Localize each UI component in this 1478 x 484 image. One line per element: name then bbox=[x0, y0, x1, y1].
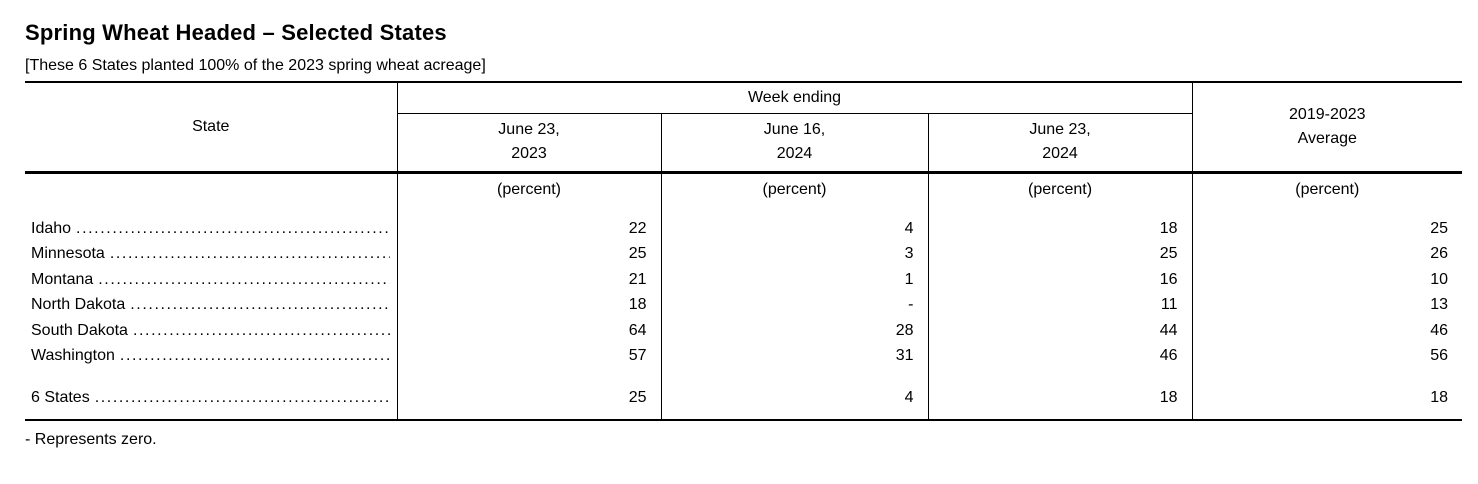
value-cell: 11 bbox=[928, 292, 1193, 318]
value-cell: 64 bbox=[397, 318, 662, 344]
value-cell: 13 bbox=[1430, 296, 1449, 314]
value-cell: 57 bbox=[397, 343, 662, 369]
table-row-idaho: Idaho 22 4 18 25 bbox=[25, 216, 1462, 242]
state-label: Idaho bbox=[31, 219, 72, 237]
total-label: 6 States bbox=[31, 388, 90, 406]
page-subtitle: [These 6 States planted 100% of the 2023… bbox=[25, 57, 486, 74]
unit-label: (percent) bbox=[928, 172, 1193, 207]
state-label: Washington bbox=[31, 347, 115, 365]
unit-row: (percent) (percent) (percent) (percent) bbox=[25, 172, 1462, 207]
dot-leader bbox=[105, 245, 390, 263]
value-cell: 26 bbox=[1430, 245, 1449, 263]
value-cell: 31 bbox=[661, 343, 929, 369]
state-label: North Dakota bbox=[31, 296, 126, 314]
value-cell: 18 bbox=[928, 216, 1193, 242]
value-cell: 56 bbox=[1430, 347, 1449, 365]
value-cell: 46 bbox=[928, 343, 1193, 369]
value-cell: 46 bbox=[1430, 321, 1449, 339]
value-cell: 28 bbox=[661, 318, 929, 344]
value-cell: 16 bbox=[928, 267, 1193, 293]
value-cell: - bbox=[661, 292, 929, 318]
table-row-montana: Montana 21 1 16 10 bbox=[25, 267, 1462, 293]
col-header-week-ending: Week ending bbox=[397, 82, 1193, 114]
value-cell: 4 bbox=[661, 385, 929, 411]
value-cell: 18 bbox=[397, 292, 662, 318]
dot-leader bbox=[125, 296, 389, 314]
spacer-row bbox=[25, 410, 1462, 420]
col-header-state: State bbox=[25, 82, 398, 174]
value-cell: 44 bbox=[928, 318, 1193, 344]
table-row-south-dakota: South Dakota 64 28 44 46 bbox=[25, 318, 1462, 344]
value-cell: 25 bbox=[397, 385, 662, 411]
state-label: Minnesota bbox=[31, 245, 105, 263]
dot-leader bbox=[90, 389, 390, 407]
dot-leader bbox=[128, 322, 390, 340]
page-title: Spring Wheat Headed – Selected States bbox=[25, 20, 447, 45]
value-cell: 25 bbox=[397, 241, 662, 267]
dot-leader bbox=[71, 220, 389, 238]
table-row-north-dakota: North Dakota 18 - 11 13 bbox=[25, 292, 1462, 318]
state-label: South Dakota bbox=[31, 321, 128, 339]
unit-label: (percent) bbox=[661, 172, 929, 207]
value-cell: 18 bbox=[928, 385, 1193, 411]
table-row-washington: Washington 57 31 46 56 bbox=[25, 343, 1462, 369]
value-cell: 21 bbox=[397, 267, 662, 293]
col-header-date-2: June 23, 2024 bbox=[928, 113, 1193, 174]
value-cell: 25 bbox=[1430, 219, 1449, 237]
value-cell: 22 bbox=[397, 216, 662, 242]
footnote: - Represents zero. bbox=[25, 431, 157, 448]
data-table: State Week ending 2019-2023 Average June… bbox=[25, 81, 1463, 421]
dot-leader bbox=[93, 271, 389, 289]
spacer-row bbox=[25, 207, 1462, 216]
value-cell: 4 bbox=[661, 216, 929, 242]
table-row-total: 6 States 25 4 18 18 bbox=[25, 385, 1462, 411]
unit-label: (percent) bbox=[397, 172, 662, 207]
value-cell: 25 bbox=[928, 241, 1193, 267]
value-cell: 18 bbox=[1430, 388, 1449, 406]
value-cell: 1 bbox=[661, 267, 929, 293]
dot-leader bbox=[115, 347, 390, 365]
col-header-average: 2019-2023 Average bbox=[1192, 82, 1463, 174]
state-label: Montana bbox=[31, 270, 94, 288]
value-cell: 10 bbox=[1430, 270, 1449, 288]
col-header-date-1: June 16, 2024 bbox=[661, 113, 929, 174]
col-header-date-0: June 23, 2023 bbox=[397, 113, 662, 174]
value-cell: 3 bbox=[661, 241, 929, 267]
unit-label: (percent) bbox=[1295, 181, 1360, 199]
table-row-minnesota: Minnesota 25 3 25 26 bbox=[25, 241, 1462, 267]
blank-row bbox=[25, 369, 1462, 385]
